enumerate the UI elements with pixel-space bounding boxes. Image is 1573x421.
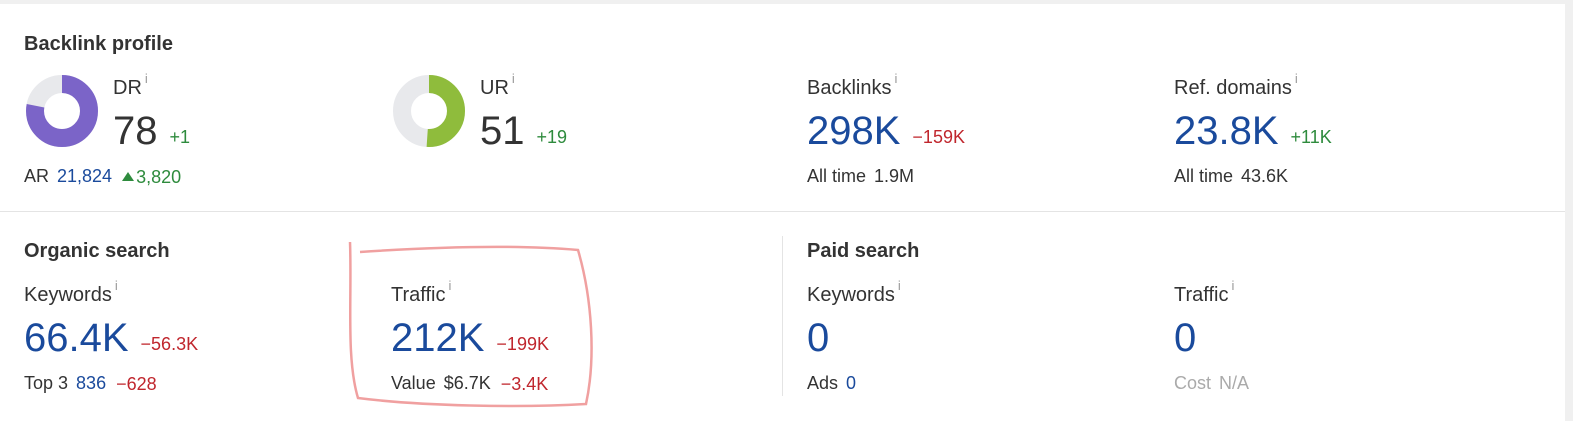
metric-value: 51 [480,109,525,153]
metric-value: 23.8K [1174,109,1279,153]
sub-label: Top 3 [24,373,69,393]
up-arrow [122,172,135,181]
metric-value: 212K [391,316,485,360]
donut-arc [393,75,465,147]
info-icon: i [1231,278,1235,293]
info-icon: i [1294,71,1298,86]
section-title: Paid search [807,240,920,262]
sub-value: 21,824 [57,166,113,186]
metric-value: 298K [807,109,901,153]
sub-value: 836 [76,373,107,393]
sub-value: 43.6K [1241,166,1289,186]
metric-change: +19 [536,127,568,147]
metric-change: −56.3K [140,334,199,354]
sub-label: Ads [807,373,839,393]
info-icon: i [511,71,515,86]
metric-label: Keywords [24,284,112,306]
section-title: Organic search [24,240,170,262]
donut [26,75,98,147]
sub-label: Value [391,373,436,393]
sub-label: All time [1174,166,1234,186]
sub-value: 0 [846,373,857,393]
overview-card: Backlink profile DR i 78 +1 AR 21,824 3,820 UR i 5… [0,4,1565,421]
divider [782,236,783,396]
metric-label: Keywords [807,284,895,306]
sub-change: −628 [116,374,157,394]
metric-change: +1 [169,127,191,147]
metric-value: 78 [113,109,158,153]
highlight-annotation [348,241,593,408]
info-icon: i [144,71,148,86]
info-icon: i [894,71,898,86]
sub-value: N/A [1219,373,1250,393]
sub-label: All time [807,166,867,186]
info-icon: i [897,278,901,293]
sub-change: 3,820 [136,167,182,187]
metric-value: 0 [1174,316,1197,360]
metric-label: Ref. domains [1174,77,1292,99]
sub-label: Cost [1174,373,1212,393]
sub-change: −3.4K [500,374,549,394]
metric-value: 66.4K [24,316,129,360]
donut [393,75,465,147]
metric-label: Backlinks [807,77,892,99]
metric-label: Traffic [391,284,446,306]
metric-value: 0 [807,316,830,360]
info-icon: i [114,278,118,293]
divider [0,211,1565,212]
info-icon: i [448,278,452,293]
metric-change: −159K [912,127,965,147]
metric-change: −199K [496,334,549,354]
metric-label: Traffic [1174,284,1229,306]
section-title: Backlink profile [24,33,173,55]
sub-value: $6.7K [443,373,491,393]
metric-change: +11K [1290,127,1332,147]
metric-label: DR [113,77,142,99]
sub-value: 1.9M [874,166,915,186]
sub-label: AR [24,166,50,186]
metric-label: UR [480,77,509,99]
donut-arc [26,75,98,147]
